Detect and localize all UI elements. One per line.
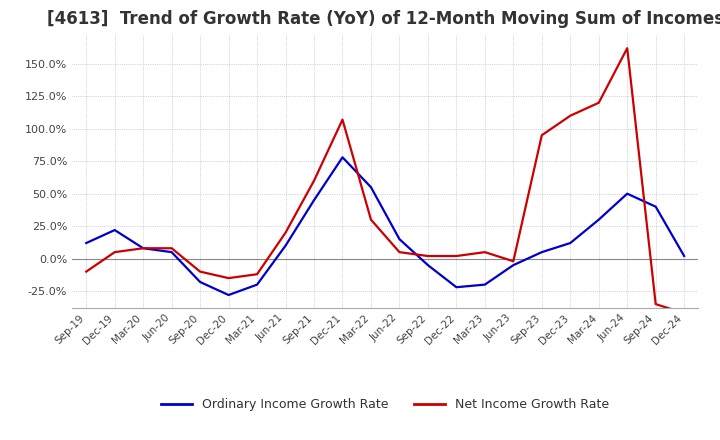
Ordinary Income Growth Rate <box>537 249 546 255</box>
Ordinary Income Growth Rate <box>623 191 631 196</box>
Ordinary Income Growth Rate <box>110 227 119 233</box>
Ordinary Income Growth Rate <box>366 184 375 190</box>
Ordinary Income Growth Rate <box>282 243 290 248</box>
Legend: Ordinary Income Growth Rate, Net Income Growth Rate: Ordinary Income Growth Rate, Net Income … <box>156 393 614 416</box>
Net Income Growth Rate <box>652 301 660 307</box>
Net Income Growth Rate <box>395 249 404 255</box>
Ordinary Income Growth Rate <box>423 263 432 268</box>
Ordinary Income Growth Rate <box>395 237 404 242</box>
Ordinary Income Growth Rate <box>680 253 688 259</box>
Net Income Growth Rate <box>623 46 631 51</box>
Ordinary Income Growth Rate <box>196 279 204 285</box>
Net Income Growth Rate <box>452 253 461 259</box>
Ordinary Income Growth Rate <box>167 249 176 255</box>
Net Income Growth Rate <box>253 271 261 277</box>
Ordinary Income Growth Rate <box>566 240 575 246</box>
Ordinary Income Growth Rate <box>338 155 347 160</box>
Net Income Growth Rate <box>509 259 518 264</box>
Net Income Growth Rate <box>595 100 603 106</box>
Line: Ordinary Income Growth Rate: Ordinary Income Growth Rate <box>86 158 684 295</box>
Net Income Growth Rate <box>680 311 688 316</box>
Line: Net Income Growth Rate: Net Income Growth Rate <box>86 48 684 313</box>
Ordinary Income Growth Rate <box>82 240 91 246</box>
Net Income Growth Rate <box>110 249 119 255</box>
Net Income Growth Rate <box>338 117 347 122</box>
Ordinary Income Growth Rate <box>652 204 660 209</box>
Net Income Growth Rate <box>310 178 318 183</box>
Net Income Growth Rate <box>282 230 290 235</box>
Net Income Growth Rate <box>537 132 546 138</box>
Title: [4613]  Trend of Growth Rate (YoY) of 12-Month Moving Sum of Incomes: [4613] Trend of Growth Rate (YoY) of 12-… <box>47 10 720 28</box>
Net Income Growth Rate <box>366 217 375 222</box>
Net Income Growth Rate <box>167 246 176 251</box>
Net Income Growth Rate <box>566 113 575 118</box>
Net Income Growth Rate <box>225 275 233 281</box>
Ordinary Income Growth Rate <box>452 285 461 290</box>
Ordinary Income Growth Rate <box>310 198 318 203</box>
Ordinary Income Growth Rate <box>480 282 489 287</box>
Ordinary Income Growth Rate <box>139 246 148 251</box>
Net Income Growth Rate <box>139 246 148 251</box>
Ordinary Income Growth Rate <box>253 282 261 287</box>
Net Income Growth Rate <box>423 253 432 259</box>
Ordinary Income Growth Rate <box>225 292 233 297</box>
Ordinary Income Growth Rate <box>509 263 518 268</box>
Net Income Growth Rate <box>82 269 91 274</box>
Ordinary Income Growth Rate <box>595 217 603 222</box>
Net Income Growth Rate <box>196 269 204 274</box>
Net Income Growth Rate <box>480 249 489 255</box>
